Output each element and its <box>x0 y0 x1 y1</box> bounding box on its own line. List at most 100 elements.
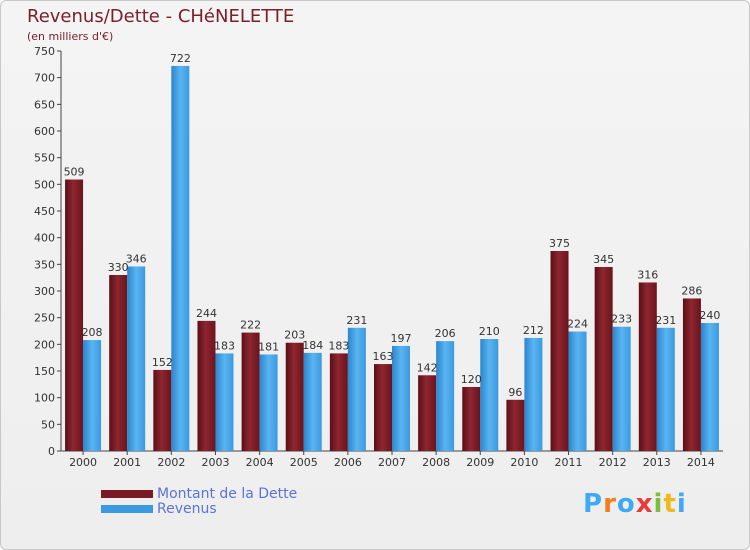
data-label-revenus: 224 <box>567 318 588 331</box>
y-tick-label: 150 <box>34 365 55 378</box>
y-tick-label: 100 <box>34 392 55 405</box>
x-tick-label: 2011 <box>555 456 583 469</box>
legend-swatch-revenus <box>101 505 153 513</box>
data-label-revenus: 346 <box>126 252 147 265</box>
bar-revenus <box>700 323 719 451</box>
y-tick-label: 550 <box>34 152 55 165</box>
bar-dette <box>594 267 613 451</box>
logo-letter: o <box>616 489 636 519</box>
data-label-dette: 330 <box>108 261 129 274</box>
data-label-revenus: 210 <box>479 325 500 338</box>
data-label-dette: 163 <box>373 350 394 363</box>
y-tick-label: 50 <box>41 418 55 431</box>
y-tick-label: 300 <box>34 285 55 298</box>
y-tick-label: 650 <box>34 98 55 111</box>
data-label-dette: 152 <box>152 356 173 369</box>
bar-dette <box>285 342 304 451</box>
x-tick-label: 2002 <box>157 456 185 469</box>
data-label-revenus: 206 <box>435 327 456 340</box>
data-label-dette: 222 <box>240 319 261 332</box>
logo-letter: P <box>583 489 604 519</box>
data-label-dette: 244 <box>196 307 217 320</box>
x-tick-label: 2013 <box>643 456 671 469</box>
x-tick-label: 2012 <box>599 456 627 469</box>
bar-dette <box>241 332 260 451</box>
bar-dette <box>550 251 569 451</box>
proxiti-logo[interactable]: Proxiti <box>583 489 687 519</box>
bar-revenus <box>347 327 366 451</box>
bar-revenus <box>612 326 631 451</box>
bars <box>65 65 719 452</box>
bar-revenus <box>127 266 146 451</box>
logo-letter: t <box>663 489 677 519</box>
data-label-revenus: 197 <box>391 332 412 345</box>
bar-revenus <box>656 327 675 451</box>
y-tick-label: 700 <box>34 72 55 85</box>
data-label-dette: 203 <box>284 329 305 342</box>
bar-dette <box>462 387 481 451</box>
bar-dette <box>418 375 437 451</box>
legend-label-dette: Montant de la Dette <box>157 486 298 502</box>
chart-title: Revenus/Dette - CHéNELETTE <box>27 6 295 27</box>
data-label-dette: 142 <box>417 361 438 374</box>
data-label-revenus: 231 <box>655 314 676 327</box>
legend-swatch-dette <box>101 490 153 498</box>
x-tick-label: 2001 <box>113 456 141 469</box>
bar-dette <box>197 320 216 451</box>
bar-revenus <box>436 341 455 451</box>
bar-revenus <box>392 345 410 451</box>
data-label-dette: 509 <box>64 166 85 179</box>
x-tick-label: 2009 <box>466 456 494 469</box>
logo-letter: r <box>603 489 617 519</box>
x-tick-label: 2003 <box>201 456 229 469</box>
y-tick-label: 500 <box>34 178 55 191</box>
x-tick-label: 2008 <box>422 456 450 469</box>
x-tick-label: 2006 <box>334 456 362 469</box>
logo-letter: i <box>653 489 664 519</box>
y-tick-label: 0 <box>48 445 55 458</box>
data-label-revenus: 183 <box>214 339 235 352</box>
data-label-dette: 120 <box>461 373 482 386</box>
bar-dette <box>329 353 348 451</box>
bar-revenus <box>524 337 543 451</box>
bar-revenus <box>480 339 499 451</box>
bar-revenus <box>215 353 234 451</box>
legend-label-revenus: Revenus <box>157 501 217 517</box>
data-label-dette: 96 <box>508 386 522 399</box>
bar-dette <box>682 298 701 451</box>
data-label-dette: 183 <box>328 339 349 352</box>
data-label-revenus: 233 <box>611 313 632 326</box>
y-tick-label: 750 <box>34 45 55 58</box>
chart-subtitle: (en milliers d'€) <box>27 30 114 43</box>
y-tick-label: 200 <box>34 338 55 351</box>
data-label-revenus: 208 <box>82 326 103 339</box>
data-label-revenus: 231 <box>346 314 367 327</box>
y-tick-label: 400 <box>34 232 55 245</box>
data-label-revenus: 722 <box>170 52 191 65</box>
bar-revenus <box>259 354 278 451</box>
bar-dette <box>638 282 657 451</box>
data-label-dette: 316 <box>637 268 658 281</box>
bar-dette <box>506 399 525 451</box>
logo-letter: i <box>676 489 687 519</box>
data-label-dette: 375 <box>549 237 570 250</box>
bar-dette <box>374 364 392 451</box>
x-tick-label: 2004 <box>246 456 274 469</box>
x-tick-label: 2000 <box>69 456 97 469</box>
bar-dette <box>153 369 172 451</box>
bar-revenus <box>568 331 587 451</box>
data-label-dette: 345 <box>593 253 614 266</box>
bar-dette <box>65 179 84 452</box>
bar-revenus <box>303 352 322 451</box>
y-tick-label: 450 <box>34 205 55 218</box>
y-tick-label: 600 <box>34 125 55 138</box>
x-tick-label: 2005 <box>290 456 318 469</box>
y-tick-label: 250 <box>34 312 55 325</box>
x-tick-label: 2010 <box>510 456 538 469</box>
data-label-dette: 286 <box>681 284 702 297</box>
bar-revenus <box>83 340 102 451</box>
data-label-revenus: 184 <box>302 339 323 352</box>
data-label-revenus: 212 <box>523 324 544 337</box>
